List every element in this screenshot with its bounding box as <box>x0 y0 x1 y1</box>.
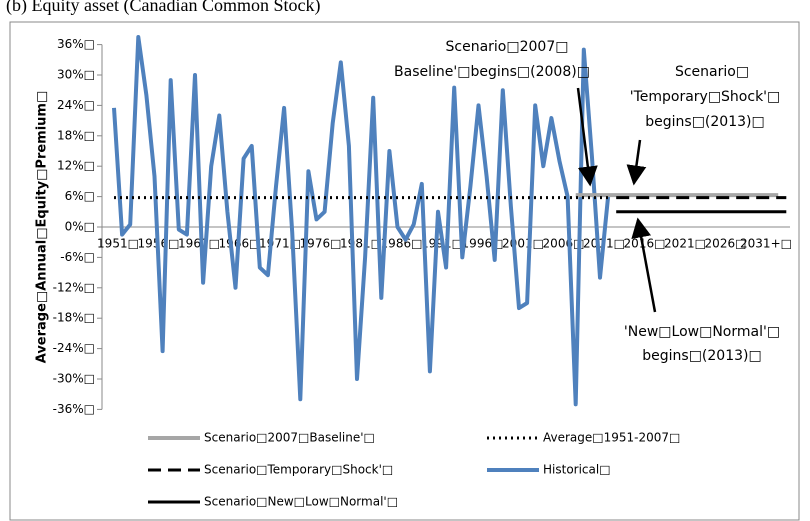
y-tick-label: -24%□ <box>53 341 95 355</box>
annotation-text: Baseline'□begins□(2008)□ <box>394 64 590 80</box>
y-tick-label: 18%□ <box>57 128 95 142</box>
x-tick-label: 1961□ <box>178 237 220 251</box>
x-tick-label: 2001□ <box>502 237 544 251</box>
y-tick-label: -30%□ <box>53 372 95 386</box>
annotation: Scenario□2007□ Baseline'□begins□(2008)□ … <box>394 39 780 364</box>
series-line <box>112 35 611 407</box>
x-tick-label: 2006□ <box>543 237 585 251</box>
y-axis-title: Average□Annual□Equity□Premium□ <box>35 91 50 364</box>
x-tick-label: 1976□ <box>300 237 342 251</box>
x-tick-label: 1951□ <box>97 237 139 251</box>
y-tick-label: -6%□ <box>60 250 95 264</box>
annotation-arrow <box>626 139 647 186</box>
annotation-arrow <box>631 217 657 313</box>
annotation-text: 'New□Low□Normal'□ <box>624 324 780 340</box>
annotation-text: begins□(2013)□ <box>642 348 761 364</box>
annotation-arrow <box>576 87 598 187</box>
annotation-text: Scenario□2007□ <box>446 39 569 55</box>
chart-frame <box>9 21 800 521</box>
annotation-text: begins□(2013)□ <box>645 114 764 130</box>
annotation-text: Scenario□ <box>675 64 749 80</box>
y-tick-label: 12%□ <box>57 159 95 173</box>
y-tick-label: 6%□ <box>65 189 95 203</box>
x-tick-label: 1986□ <box>381 237 423 251</box>
x-tick-label: 1981□ <box>340 237 382 251</box>
legend-label: Scenario□Temporary□Shock'□ <box>204 463 393 477</box>
annotation-text: 'Temporary□Shock'□ <box>630 89 781 105</box>
legend-label: Average□1951-2007□ <box>543 431 680 445</box>
y-tick-label: -12%□ <box>53 280 95 294</box>
x-tick-label: 2016□ <box>624 237 666 251</box>
y-tick-label: 36%□ <box>57 37 95 51</box>
legend-label: Scenario□2007□Baseline'□ <box>204 431 375 445</box>
y-tick-label: 0%□ <box>65 220 95 234</box>
y-tick-label: 30%□ <box>57 68 95 82</box>
y-tick-label: -18%□ <box>53 311 95 325</box>
x-tick-label: 2021□ <box>664 237 706 251</box>
y-tick-label: 24%□ <box>57 98 95 112</box>
y-tick-label: -36%□ <box>53 402 95 416</box>
legend-label: Historical□ <box>543 463 611 477</box>
legend-label: Scenario□New□Low□Normal'□ <box>204 495 398 509</box>
chart-title: (b) Equity asset (Canadian Common Stock) <box>6 0 320 16</box>
x-tick-label: 2031+□ <box>740 237 792 251</box>
x-tick-label: 2026□ <box>705 237 747 251</box>
